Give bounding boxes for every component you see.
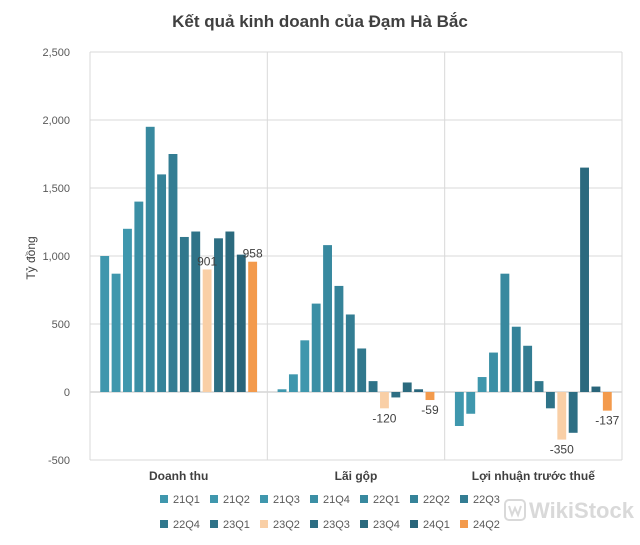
- bar-21Q1-1: [277, 389, 287, 392]
- category-label: Doanh thu: [149, 469, 208, 483]
- bar-23Q2-0: [202, 269, 212, 392]
- chart-title: Kết quả kinh doanh của Đạm Hà Bắc: [172, 12, 468, 31]
- data-label: -350: [550, 443, 574, 457]
- wikistock-logo-icon: [504, 499, 526, 521]
- legend-swatch: [410, 520, 418, 528]
- bar-21Q3-2: [477, 377, 487, 392]
- bar-21Q3-0: [123, 228, 132, 392]
- y-tick-label: 1,000: [42, 251, 70, 263]
- bar-21Q4-1: [311, 303, 321, 392]
- y-tick-label: 2,000: [42, 115, 70, 127]
- legend-swatch: [160, 495, 168, 503]
- bar-24Q1-1: [414, 389, 424, 392]
- legend-label: 22Q1: [373, 494, 400, 506]
- legend-label: 23Q2: [273, 519, 300, 531]
- bar-23Q2-2: [557, 392, 567, 440]
- bar-23Q4-2: [580, 167, 589, 392]
- legend-swatch: [160, 520, 168, 528]
- bar-21Q1-2: [454, 392, 464, 426]
- legend-label: 21Q3: [273, 494, 300, 506]
- bars: [100, 126, 612, 440]
- bar-21Q2-0: [111, 273, 121, 392]
- bar-21Q4-0: [134, 201, 144, 392]
- legend-swatch: [210, 520, 218, 528]
- bar-24Q1-0: [236, 254, 246, 392]
- bar-24Q2-0: [248, 261, 258, 392]
- y-axis-ticks: -500 0 500 1,000 1,500 2,000 2,500: [42, 47, 70, 467]
- legend-label: 21Q1: [173, 494, 200, 506]
- y-tick-label: 0: [64, 387, 70, 399]
- bar-21Q1-0: [100, 256, 110, 392]
- legend-swatch: [460, 520, 468, 528]
- data-labels: 901 958 -120 -59 -350 -137: [197, 247, 620, 457]
- legend-swatch: [360, 495, 368, 503]
- watermark: WikiStock: [504, 498, 635, 523]
- bar-22Q3-0: [168, 154, 178, 392]
- legend-swatch: [210, 495, 218, 503]
- y-tick-label: 2,500: [42, 47, 70, 59]
- legend-label: 21Q2: [223, 494, 250, 506]
- legend-label: 24Q1: [423, 519, 450, 531]
- legend-swatch: [260, 520, 268, 528]
- bar-23Q4-1: [402, 382, 412, 392]
- bar-22Q1-2: [500, 273, 510, 392]
- bar-23Q3-1: [391, 392, 401, 398]
- legend-swatch: [410, 495, 418, 503]
- y-axis-label: Tỷ đồng: [24, 236, 38, 279]
- bar-22Q2-1: [334, 285, 344, 392]
- bar-21Q3-1: [300, 340, 310, 392]
- bar-22Q3-1: [345, 314, 355, 392]
- category-labels: Doanh thu Lãi gộp Lợi nhuận trước thuế: [149, 469, 595, 483]
- legend-label: 23Q4: [373, 519, 400, 531]
- bar-23Q1-2: [545, 392, 555, 409]
- legend-swatch: [310, 520, 318, 528]
- data-label: 958: [243, 247, 263, 261]
- watermark-text: WikiStock: [529, 498, 635, 523]
- legend-label: 22Q2: [423, 494, 450, 506]
- bar-23Q3-2: [568, 392, 578, 433]
- category-label: Lợi nhuận trước thuế: [472, 469, 595, 483]
- data-label: -120: [372, 411, 396, 425]
- bar-21Q4-2: [489, 352, 498, 392]
- bar-22Q2-0: [157, 174, 167, 392]
- legend-label: 21Q4: [323, 494, 350, 506]
- bar-24Q1-2: [591, 386, 601, 392]
- bar-23Q1-0: [191, 231, 201, 392]
- bar-22Q4-2: [534, 381, 544, 392]
- legend-label: 22Q3: [473, 494, 500, 506]
- bar-22Q1-0: [145, 126, 155, 393]
- y-tick-label: 500: [52, 319, 70, 331]
- data-label: -137: [595, 414, 619, 428]
- legend-swatch: [260, 495, 268, 503]
- data-label: -59: [421, 403, 439, 417]
- bar-22Q2-2: [511, 326, 521, 392]
- legend-label: 24Q2: [473, 519, 500, 531]
- bar-21Q2-2: [466, 392, 476, 414]
- gridlines: [89, 51, 623, 461]
- bar-24Q2-1: [425, 392, 435, 401]
- legend-swatch: [360, 520, 368, 528]
- bar-22Q3-2: [523, 345, 533, 392]
- bar-23Q3-0: [214, 238, 223, 392]
- bar-22Q1-1: [323, 245, 332, 392]
- legend-label: 23Q1: [223, 519, 250, 531]
- bar-24Q2-2: [602, 392, 612, 411]
- bar-22Q4-0: [179, 236, 189, 392]
- bar-23Q4-0: [225, 231, 235, 392]
- bar-22Q4-1: [357, 348, 367, 392]
- legend-label: 22Q4: [173, 519, 200, 531]
- bar-21Q2-1: [288, 374, 298, 392]
- bar-23Q1-1: [368, 381, 378, 392]
- bar-23Q2-1: [380, 392, 389, 409]
- legend-label: 23Q3: [323, 519, 350, 531]
- y-tick-label: 1,500: [42, 183, 70, 195]
- legend-swatch: [310, 495, 318, 503]
- data-label: 901: [197, 254, 217, 268]
- legend-swatch: [460, 495, 468, 503]
- category-label: Lãi gộp: [335, 469, 378, 483]
- y-tick-label: -500: [48, 455, 70, 467]
- legend: 21Q1 21Q2 21Q3 21Q4 22Q1 22Q2 22Q3 22Q4 23Q1 23Q2…: [160, 494, 500, 531]
